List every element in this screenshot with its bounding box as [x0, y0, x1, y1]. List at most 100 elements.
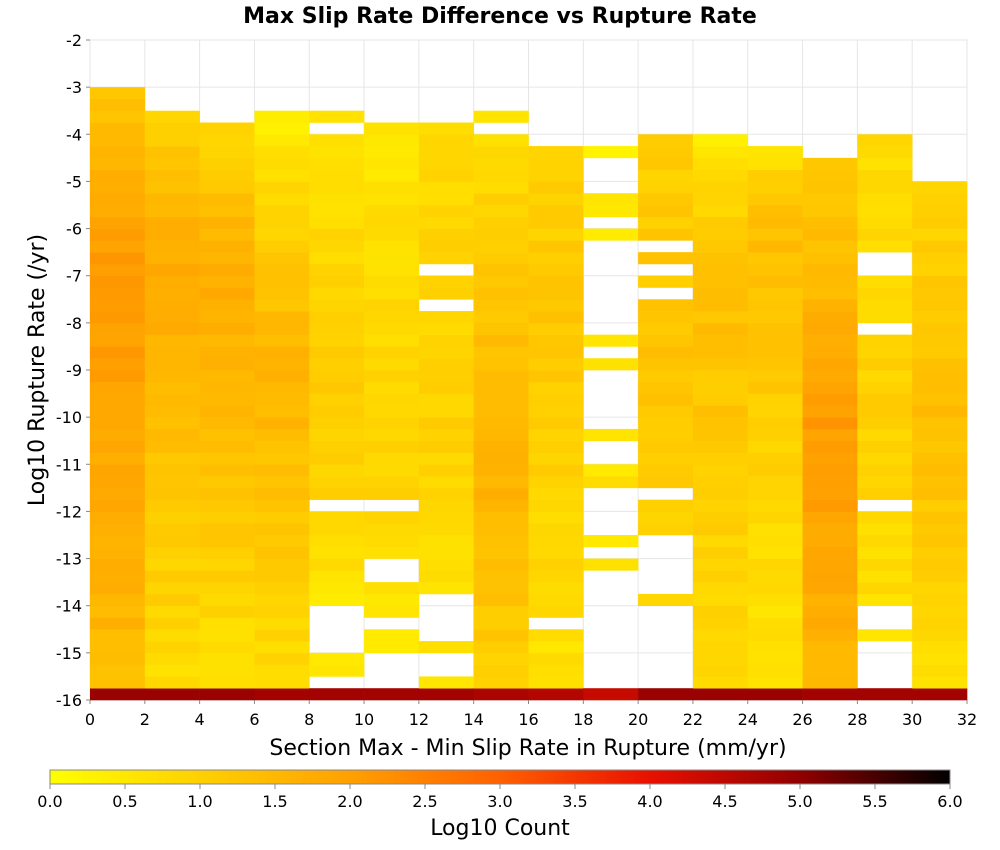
- heatmap-cell: [199, 205, 255, 218]
- heatmap-cell: [912, 511, 968, 524]
- heatmap-cell: [418, 287, 474, 300]
- heatmap-cell: [199, 346, 255, 359]
- heatmap-cell: [638, 311, 694, 324]
- heatmap-cell: [802, 452, 858, 465]
- heatmap-cell: [199, 287, 255, 300]
- heatmap-cell: [144, 676, 200, 689]
- heatmap-cell: [857, 205, 913, 218]
- heatmap-cell: [583, 228, 639, 241]
- heatmap-cell: [473, 440, 529, 453]
- heatmap-cell: [912, 487, 968, 500]
- heatmap-cell: [254, 558, 310, 571]
- heatmap-cell: [638, 157, 694, 170]
- x-tick-label: 28: [847, 710, 867, 729]
- heatmap-cell: [254, 676, 310, 689]
- heatmap-cell: [857, 381, 913, 394]
- heatmap-cell: [638, 334, 694, 347]
- heatmap-cell: [528, 381, 584, 394]
- heatmap-cell: [528, 263, 584, 277]
- heatmap-cell: [802, 487, 858, 500]
- heatmap-cell: [254, 405, 310, 418]
- heatmap-cell: [747, 181, 803, 194]
- heatmap-cell: [528, 275, 584, 288]
- heatmap-cell: [802, 370, 858, 383]
- heatmap-cell: [473, 617, 529, 630]
- heatmap-cell: [254, 546, 310, 559]
- heatmap-cell: [473, 146, 529, 159]
- heatmap-cell: [418, 322, 474, 335]
- heatmap-cell: [802, 511, 858, 524]
- heatmap-cell: [802, 157, 858, 170]
- heatmap-cell: [747, 676, 803, 689]
- heatmap-cell: [90, 417, 146, 430]
- heatmap-cell: [802, 311, 858, 324]
- heatmap-cell: [309, 570, 365, 583]
- heatmap-cell: [473, 358, 529, 371]
- heatmap-cell: [692, 558, 749, 571]
- heatmap-cell: [473, 558, 529, 571]
- heatmap-cell: [364, 216, 420, 229]
- heatmap-cell: [692, 499, 749, 512]
- heatmap-cell: [364, 240, 420, 253]
- heatmap-cell: [254, 134, 310, 147]
- heatmap-cell: [802, 593, 858, 607]
- heatmap-cell: [309, 688, 365, 701]
- heatmap-cell: [254, 593, 310, 607]
- heatmap-cell: [144, 346, 200, 359]
- heatmap-cell: [857, 558, 913, 571]
- heatmap-cell: [912, 464, 968, 477]
- heatmap-cell: [364, 299, 420, 312]
- heatmap-cell: [802, 676, 858, 689]
- heatmap-cell: [912, 617, 968, 630]
- heatmap-cell: [747, 440, 803, 453]
- heatmap-cell: [857, 476, 913, 489]
- heatmap-cell: [364, 464, 420, 477]
- heatmap-cell: [90, 263, 146, 277]
- heatmap-cell: [199, 181, 255, 194]
- heatmap-cell: [309, 428, 365, 442]
- heatmap-cell: [144, 428, 200, 442]
- heatmap-cell: [912, 523, 968, 536]
- heatmap-cell: [418, 193, 474, 206]
- x-tick-label: 22: [683, 710, 703, 729]
- heatmap-cell: [254, 216, 310, 229]
- heatmap-cell: [199, 334, 255, 347]
- heatmap-cell: [199, 322, 255, 335]
- heatmap-cell: [857, 358, 913, 371]
- colorbar-tick-label: 4.5: [712, 792, 737, 811]
- heatmap-cell: [638, 169, 694, 182]
- heatmap-cell: [692, 181, 749, 194]
- heatmap-cell: [199, 617, 255, 630]
- heatmap-cell: [528, 688, 584, 701]
- heatmap-cell: [144, 570, 200, 583]
- colorbar-tick-label: 3.5: [562, 792, 587, 811]
- heatmap-cell: [638, 464, 694, 477]
- heatmap-cell: [912, 358, 968, 371]
- heatmap-cell: [747, 476, 803, 489]
- heatmap-cell: [199, 428, 255, 442]
- heatmap-cell: [857, 228, 913, 241]
- heatmap-cell: [199, 240, 255, 253]
- heatmap-cell: [418, 134, 474, 147]
- heatmap-cell: [199, 558, 255, 571]
- heatmap-cell: [144, 252, 200, 265]
- heatmap-cell: [473, 134, 529, 147]
- heatmap-cell: [418, 558, 474, 571]
- heatmap-cell: [692, 582, 749, 595]
- heatmap-cell: [473, 157, 529, 170]
- heatmap-cell: [692, 617, 749, 630]
- heatmap-cell: [747, 652, 803, 665]
- heatmap-cell: [638, 476, 694, 489]
- heatmap-cell: [528, 287, 584, 300]
- heatmap-cell: [747, 240, 803, 253]
- heatmap-cell: [144, 181, 200, 194]
- heatmap-cell: [309, 169, 365, 182]
- heatmap-cell: [473, 405, 529, 418]
- heatmap-cell: [364, 358, 420, 371]
- heatmap-cell: [309, 546, 365, 559]
- heatmap-cell: [254, 381, 310, 394]
- heatmap-cell: [802, 181, 858, 194]
- heatmap-cell: [638, 511, 694, 524]
- heatmap-cell: [364, 311, 420, 324]
- heatmap-cell: [528, 535, 584, 548]
